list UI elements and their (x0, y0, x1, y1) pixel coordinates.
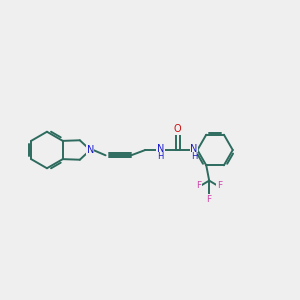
Text: F: F (217, 182, 222, 190)
Text: O: O (174, 124, 182, 134)
Text: H: H (191, 152, 197, 161)
Text: N: N (190, 143, 198, 154)
Text: F: F (207, 195, 212, 204)
Text: N: N (86, 145, 94, 155)
Text: N: N (157, 143, 164, 154)
Text: H: H (158, 152, 164, 161)
Text: F: F (196, 182, 201, 190)
